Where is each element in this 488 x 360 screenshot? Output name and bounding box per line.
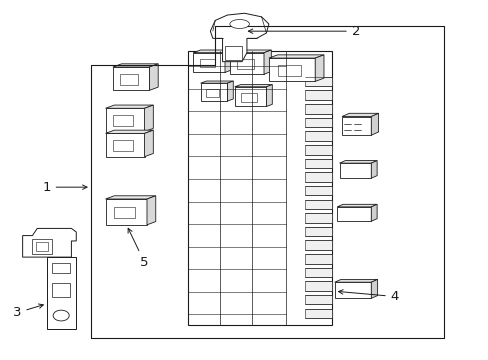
Polygon shape	[113, 140, 133, 151]
Polygon shape	[305, 172, 331, 182]
Polygon shape	[268, 55, 324, 58]
Polygon shape	[188, 51, 331, 325]
Ellipse shape	[53, 310, 69, 321]
Polygon shape	[193, 50, 232, 53]
Polygon shape	[305, 159, 331, 168]
Polygon shape	[205, 89, 219, 96]
Polygon shape	[268, 58, 315, 81]
Polygon shape	[305, 145, 331, 154]
Polygon shape	[264, 50, 271, 74]
Polygon shape	[341, 117, 370, 135]
Polygon shape	[339, 163, 370, 178]
Polygon shape	[234, 85, 272, 87]
Polygon shape	[32, 239, 52, 253]
Polygon shape	[144, 130, 153, 157]
Polygon shape	[200, 83, 227, 101]
Polygon shape	[336, 207, 370, 221]
Polygon shape	[266, 85, 272, 107]
Polygon shape	[47, 257, 76, 329]
Polygon shape	[120, 74, 138, 85]
Polygon shape	[147, 196, 156, 225]
Polygon shape	[336, 204, 376, 207]
Polygon shape	[370, 279, 377, 298]
Polygon shape	[229, 53, 264, 74]
Polygon shape	[305, 309, 331, 318]
Polygon shape	[200, 81, 233, 83]
Ellipse shape	[229, 19, 249, 28]
Text: 1: 1	[42, 181, 87, 194]
Polygon shape	[149, 64, 158, 90]
Polygon shape	[114, 207, 134, 219]
Polygon shape	[224, 45, 242, 60]
Polygon shape	[305, 254, 331, 264]
Polygon shape	[52, 283, 70, 297]
Polygon shape	[105, 108, 144, 132]
Polygon shape	[370, 113, 378, 135]
Text: 4: 4	[338, 290, 398, 303]
Polygon shape	[305, 295, 331, 305]
Polygon shape	[370, 204, 376, 221]
Polygon shape	[105, 130, 153, 134]
Polygon shape	[234, 87, 266, 107]
Polygon shape	[36, 242, 48, 251]
Polygon shape	[113, 64, 158, 67]
Polygon shape	[334, 282, 370, 298]
Polygon shape	[22, 228, 76, 257]
Polygon shape	[105, 134, 144, 157]
Polygon shape	[210, 13, 268, 62]
Polygon shape	[305, 104, 331, 114]
Polygon shape	[113, 67, 149, 90]
Text: 3: 3	[13, 304, 43, 319]
Polygon shape	[334, 279, 377, 282]
Polygon shape	[193, 53, 224, 72]
Polygon shape	[105, 105, 153, 108]
Polygon shape	[144, 105, 153, 132]
Polygon shape	[229, 50, 271, 53]
Text: 2: 2	[248, 25, 360, 38]
Polygon shape	[105, 196, 156, 199]
Polygon shape	[305, 281, 331, 291]
Polygon shape	[305, 267, 331, 277]
Polygon shape	[113, 115, 133, 126]
Polygon shape	[341, 113, 378, 117]
Polygon shape	[305, 118, 331, 127]
Polygon shape	[227, 81, 233, 101]
Text: 5: 5	[128, 228, 148, 269]
Polygon shape	[339, 161, 376, 163]
Polygon shape	[224, 50, 232, 72]
Polygon shape	[370, 161, 376, 178]
Polygon shape	[315, 55, 324, 81]
Polygon shape	[305, 77, 331, 86]
Polygon shape	[305, 90, 331, 100]
Polygon shape	[305, 186, 331, 195]
Polygon shape	[305, 213, 331, 223]
Polygon shape	[236, 59, 253, 69]
Polygon shape	[278, 65, 301, 76]
Polygon shape	[305, 227, 331, 236]
Polygon shape	[305, 240, 331, 250]
Polygon shape	[52, 263, 70, 273]
Polygon shape	[241, 93, 256, 102]
Polygon shape	[305, 199, 331, 209]
Polygon shape	[105, 199, 147, 225]
Polygon shape	[305, 131, 331, 141]
Polygon shape	[199, 59, 215, 67]
